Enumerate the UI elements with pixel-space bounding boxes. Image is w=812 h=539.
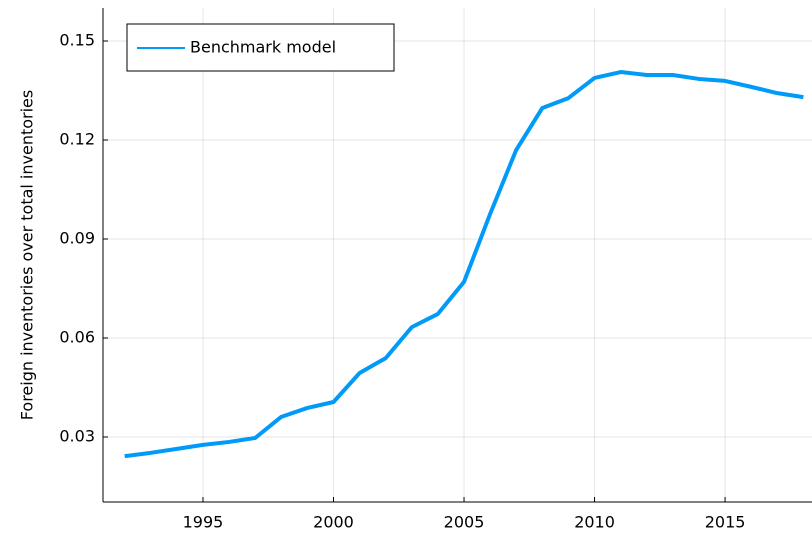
data-line [124, 70, 804, 459]
x-tick-label: 2000 [313, 513, 354, 532]
x-tick-label: 2005 [444, 513, 485, 532]
y-tick-label: 0.15 [59, 30, 95, 49]
y-tick-label: 0.06 [59, 327, 95, 346]
y-tick-label: 0.03 [59, 426, 95, 445]
x-tick-label: 2010 [574, 513, 615, 532]
y-axis-label: Foreign inventories over total inventori… [18, 90, 37, 420]
x-tick-label: 1995 [183, 513, 224, 532]
legend-label: Benchmark model [190, 38, 336, 57]
y-tick-label: 0.12 [59, 129, 95, 148]
x-tick-label: 2015 [705, 513, 746, 532]
y-tick-label: 0.09 [59, 228, 95, 247]
